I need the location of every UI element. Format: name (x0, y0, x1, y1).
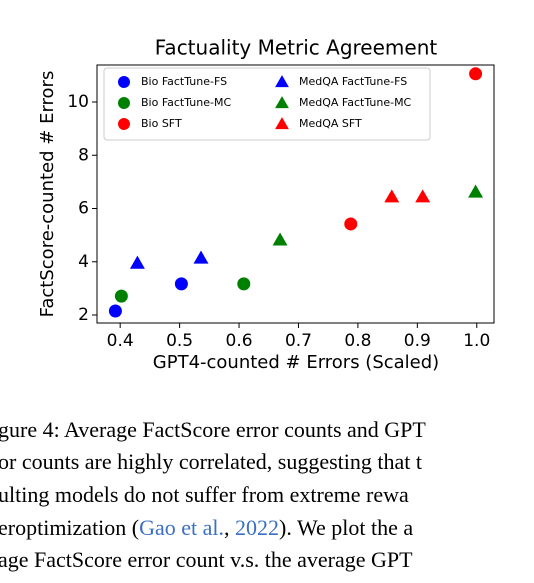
legend-label: Bio SFT (141, 117, 182, 130)
caption-text: , (224, 515, 235, 540)
legend-label: Bio FactTune-MC (141, 96, 231, 109)
data-point (108, 304, 122, 318)
x-tick-label: 0.4 (107, 331, 134, 351)
data-point (237, 277, 251, 291)
data-point (174, 277, 188, 291)
legend-marker (118, 76, 130, 88)
data-point (384, 189, 400, 203)
x-axis-label: GPT4-counted # Errors (Scaled) (153, 352, 439, 373)
legend-marker (275, 117, 289, 130)
x-tick-label: 0.8 (344, 331, 371, 351)
y-tick-label: 2 (78, 305, 89, 325)
y-tick-label: 8 (78, 145, 89, 165)
legend-marker (275, 96, 289, 109)
data-point (468, 184, 484, 198)
x-tick-label: 0.7 (285, 331, 312, 351)
caption-line: ulting models do not suffer from extreme… (0, 482, 409, 507)
caption-line: gure 4: Average FactScore error counts a… (0, 417, 426, 442)
data-point (193, 250, 209, 264)
caption-text: eroptimization ( (0, 515, 139, 540)
chart-title: Factuality Metric Agreement (155, 36, 438, 60)
y-tick-label: 6 (78, 199, 89, 219)
caption: gure 4: Average FactScore error counts a… (0, 417, 426, 572)
legend-label: MedQA SFT (299, 117, 362, 130)
legend-marker (118, 97, 130, 109)
axes-frame (96, 64, 495, 324)
y-tick-label: 10 (67, 92, 89, 112)
legend-box (103, 67, 431, 141)
caption-line: age FactScore error count v.s. the avera… (0, 547, 413, 572)
data-point (415, 189, 431, 203)
x-tick-label: 0.9 (404, 331, 431, 351)
data-point (344, 217, 358, 231)
data-point (272, 232, 288, 246)
caption-line: or counts are highly correlated, suggest… (0, 449, 422, 474)
y-tick-label: 4 (78, 252, 89, 272)
data-point (114, 289, 128, 303)
x-tick-label: 0.5 (166, 331, 193, 351)
legend-label: MedQA FactTune-FS (299, 75, 407, 88)
citation-link[interactable]: Gao et al. (139, 515, 224, 540)
caption-line: eroptimization (Gao et al., 2022). We pl… (0, 515, 413, 540)
x-tick-label: 1.0 (463, 331, 490, 351)
legend-marker (275, 75, 289, 88)
citation-link[interactable]: 2022 (235, 515, 279, 540)
y-axis-label: FactScore-counted # Errors (37, 71, 58, 318)
data-point (469, 67, 483, 81)
legend-label: Bio FactTune-FS (141, 75, 227, 88)
legend-label: MedQA FactTune-MC (299, 96, 412, 109)
caption-text: ). We plot the a (279, 515, 413, 540)
data-point (129, 255, 145, 269)
legend-marker (118, 118, 130, 130)
x-tick-label: 0.6 (226, 331, 253, 351)
